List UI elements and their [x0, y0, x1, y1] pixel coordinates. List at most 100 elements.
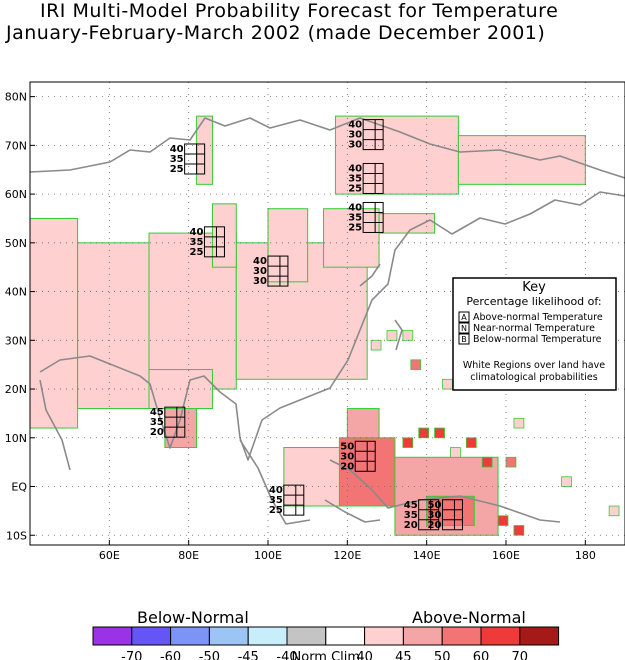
stack-value: 35 — [348, 212, 362, 223]
lat-tick-label: 50N — [5, 237, 27, 250]
cell-c40-11 — [386, 330, 398, 341]
stack-value: 35 — [150, 417, 164, 428]
stack-value: 45 — [404, 500, 418, 511]
cell-c60-2 — [402, 437, 414, 448]
coastline-6 — [394, 319, 403, 351]
map-frame — [29, 81, 625, 546]
title-line-1: IRI Multi-Model Probability Forecast for… — [40, 0, 559, 22]
lon-tick-label: 140E — [413, 549, 441, 562]
cell-c40-10 — [370, 339, 382, 351]
coastline-7 — [359, 263, 381, 287]
stack-value: 40 — [348, 163, 362, 174]
lon-tick-label: 100E — [254, 549, 282, 562]
colorbar-swatch-10 — [480, 626, 521, 646]
stack-value: 35 — [170, 154, 184, 165]
stack-value: 35 — [404, 510, 418, 521]
cell-c60-0 — [418, 427, 430, 439]
stack-value: 40 — [269, 485, 283, 496]
colorbar-tick-label: -50 — [199, 650, 220, 660]
key-item-label: Near-normal Temperature — [473, 323, 595, 334]
region-c40-9 — [323, 208, 380, 268]
lon-tick-label: 160E — [492, 549, 520, 562]
coastline-3 — [239, 439, 311, 525]
region-c40-13 — [283, 447, 348, 507]
key-item-label: Below-normal Temperature — [473, 334, 602, 345]
stack-value: 25 — [348, 183, 362, 194]
stack-value: 25 — [348, 222, 362, 233]
colorbar-swatch-11 — [519, 626, 560, 646]
lon-tick-label: 180 — [575, 549, 596, 562]
key-subtitle: Percentage likelihood of: — [466, 295, 601, 308]
cell-c40-14 — [513, 417, 525, 429]
key-item-letter: B — [461, 335, 467, 344]
cell-c40-12 — [402, 330, 414, 341]
lon-tick-label: 80E — [178, 549, 199, 562]
colorbar-tick-label: 70 — [512, 650, 529, 660]
colorbar-tick-label: -40 — [276, 650, 297, 660]
region-c40-0 — [29, 217, 79, 429]
cell-c50-8 — [410, 359, 422, 370]
colorbar-tick-label: -60 — [160, 650, 181, 660]
lat-tick-label: 10N — [5, 432, 27, 445]
coastline-0 — [29, 117, 625, 179]
colorbar-swatch-1 — [131, 626, 172, 646]
stack-value: 40 — [190, 227, 204, 238]
cell-c40-17 — [608, 505, 620, 517]
key-note-2: climatological probabilities — [470, 372, 597, 383]
colorbar-swatch-5 — [286, 626, 327, 646]
region-c40-8 — [457, 135, 586, 185]
stack-value: 35 — [348, 173, 362, 184]
above-normal-label: Above-Normal — [412, 608, 526, 627]
lat-tick-label: 20N — [5, 383, 27, 396]
stack-value: 20 — [150, 427, 164, 438]
region-c40-10 — [378, 213, 436, 234]
colorbar-swatch-7 — [364, 626, 404, 646]
lat-tick-label: 80N — [5, 91, 27, 104]
stack-value: 25 — [269, 505, 283, 516]
stack-value: 40 — [348, 120, 362, 131]
colorbar-swatch-9 — [441, 626, 482, 646]
cell-c60-5 — [497, 515, 509, 526]
region-c40-7 — [334, 115, 459, 195]
cell-c60-1 — [434, 427, 445, 439]
stack-value: 20 — [428, 520, 442, 531]
stack-value: 30 — [253, 266, 267, 277]
region-c40-1 — [77, 242, 150, 410]
cell-c60-6 — [513, 525, 525, 536]
title-line-2: January-February-March 2002 (made Decemb… — [6, 22, 546, 44]
lat-tick-label: 10S — [6, 529, 27, 542]
stack-value: 50 — [428, 500, 442, 511]
colorbar-tick-label: 50 — [434, 650, 451, 660]
stack-value: 30 — [428, 510, 442, 521]
coastline-5 — [324, 499, 381, 523]
key-title: Key — [522, 280, 546, 295]
coastline-1 — [39, 191, 625, 461]
colorbar-tick-label: -45 — [238, 650, 259, 660]
stack-value: 30 — [348, 130, 362, 141]
coastline-2 — [39, 379, 71, 471]
stack-value: 40 — [170, 144, 184, 155]
stack-value: 25 — [170, 164, 184, 175]
cell-c60-3 — [465, 437, 477, 448]
lat-tick-label: 40N — [5, 286, 27, 299]
colorbar-swatch-2 — [170, 626, 210, 646]
lat-tick-label: 70N — [5, 139, 27, 152]
coastline-layer — [29, 117, 625, 525]
colorbar-swatch-6 — [325, 626, 366, 646]
key-item-letter: A — [461, 313, 467, 322]
stack-value: 20 — [340, 461, 354, 472]
stack-value: 45 — [150, 407, 164, 418]
colorbar-swatch-3 — [208, 626, 249, 646]
cell-c40-15 — [450, 447, 461, 458]
cell-c40-16 — [561, 476, 572, 487]
colorbar-tick-label: 45 — [395, 650, 412, 660]
stack-value: 40 — [253, 256, 267, 267]
stack-value: 40 — [348, 202, 362, 213]
